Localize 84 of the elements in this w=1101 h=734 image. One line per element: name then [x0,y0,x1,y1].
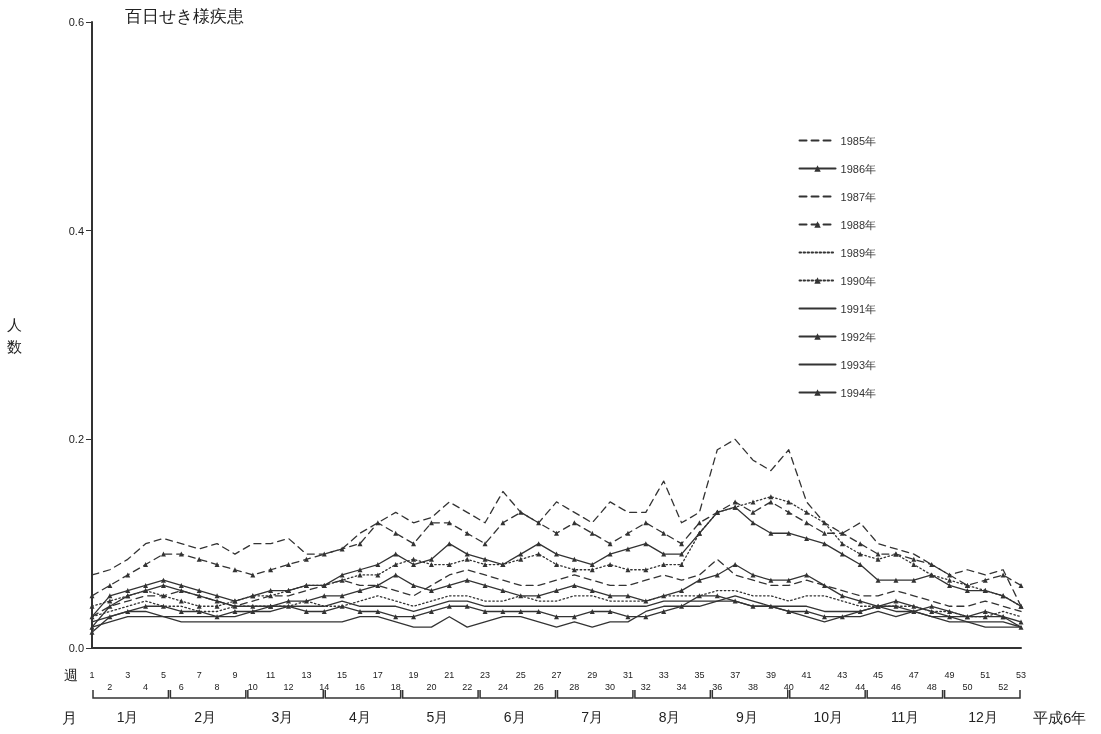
x-tick-label: 33 [658,669,669,680]
x-tick-label: 49 [944,669,955,680]
x-tick-label: 5 [160,669,166,680]
text: 5月 [426,709,449,725]
x-tick-label: 25 [515,669,526,680]
x-tick-label: 31 [622,669,633,680]
text: 8月 [658,709,681,725]
x-tick-label: 28 [569,681,580,692]
x-tick-label: 42 [819,681,830,692]
x-tick-label: 38 [748,681,759,692]
legend-label: 1987年 [840,190,877,203]
x-tick-label: 44 [855,681,866,692]
legend-label: 1985年 [840,134,877,147]
x-tick-label: 9 [232,669,238,680]
x-tick-label: 47 [908,669,919,680]
text: 1月 [116,709,139,725]
legend-label: 1991年 [840,302,877,315]
text: 12月 [968,709,998,725]
legend-label: 1993年 [840,358,877,371]
x-tick-label: 26 [533,681,544,692]
x-tick-label: 35 [694,669,705,680]
x-tick-label: 40 [783,681,794,692]
legend-label: 1992年 [840,330,877,343]
text: 6月 [503,709,526,725]
x-tick-label: 12 [283,681,294,692]
x-tick-label: 14 [319,681,330,692]
x-tick-label: 27 [551,669,562,680]
x-tick-label: 52 [998,681,1009,692]
x-tick-label: 46 [890,681,901,692]
x-tick-label: 16 [354,681,365,692]
text: 9月 [736,709,758,725]
x-tick-label: 45 [873,669,884,680]
text: 月 [62,709,77,726]
legend-label: 1989年 [840,246,877,259]
x-tick-label: 4 [143,681,149,692]
x-tick-label: 17 [372,669,383,680]
x-tick-label: 15 [337,669,348,680]
x-tick-label: 24 [497,681,508,692]
y-tick-label: 0.6 [68,16,84,28]
y-tick-label: 0.0 [68,642,84,654]
text: 平成6年 [1033,709,1087,726]
x-tick-label: 8 [214,681,220,692]
x-tick-label: 53 [1015,669,1027,680]
x-tick-label: 41 [801,669,812,680]
x-tick-label: 20 [426,681,437,692]
legend-label: 1990年 [840,274,877,287]
legend-label: 1994年 [840,386,877,399]
x-tick-label: 11 [265,669,276,680]
x-tick-label: 32 [640,681,651,692]
x-tick-label: 34 [676,681,687,692]
x-tick-label: 7 [196,669,202,680]
x-tick-label: 1 [89,669,95,680]
text: 2月 [194,709,216,725]
chart-title: 百日せき様疾患 [125,5,244,26]
x-tick-label: 50 [962,681,973,692]
x-tick-label: 39 [765,669,776,680]
x-tick-label: 30 [605,681,616,692]
text: 7月 [581,709,604,725]
y-axis-title: 人数 [7,315,22,355]
x-tick-label: 43 [837,669,848,680]
text: 11月 [890,709,920,725]
x-tick-label: 3 [125,669,131,680]
y-tick-label: 0.4 [68,224,84,237]
x-tick-label: 29 [587,669,598,680]
x-tick-label: 13 [301,669,312,680]
legend-label: 1986年 [840,162,877,175]
x-tick-label: 19 [408,669,419,680]
x-tick-label: 2 [107,681,113,692]
x-tick-label: 10 [247,681,258,692]
legend-label: 1988年 [840,218,877,231]
x-tick-label: 48 [926,681,937,692]
x-tick-label: 23 [480,669,491,680]
x-tick-label: 6 [178,681,184,692]
x-tick-label: 37 [730,669,741,680]
x-tick-label: 36 [712,681,723,692]
x-tick-label: 21 [444,669,455,680]
x-axis-title: 週 [64,667,78,683]
y-tick-label: 0.2 [68,433,84,446]
x-tick-label: 22 [462,681,473,692]
text: 4月 [348,709,371,725]
text: 3月 [271,709,294,725]
x-tick-label: 18 [390,681,401,692]
text: 10月 [813,709,844,725]
x-tick-label: 51 [980,669,991,680]
